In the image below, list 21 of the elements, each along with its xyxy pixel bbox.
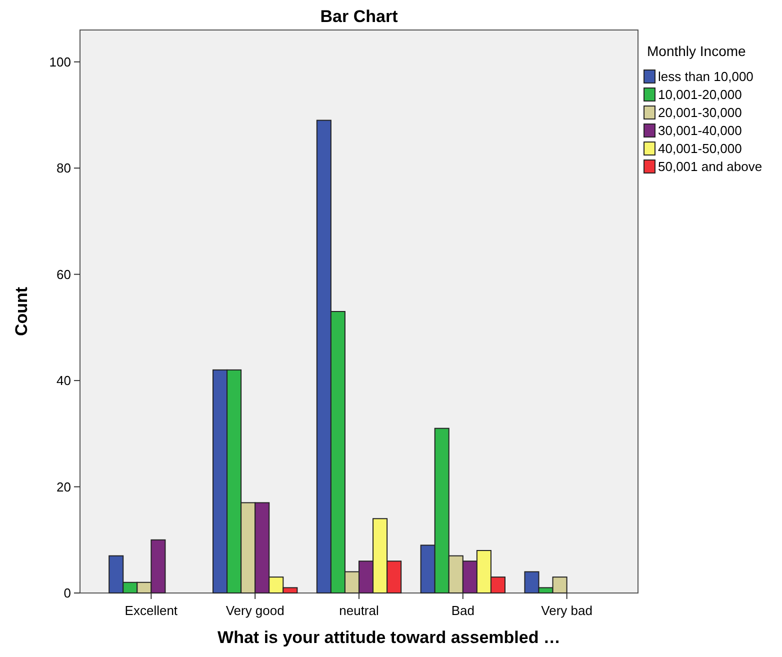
legend-label: less than 10,000 [658, 69, 754, 84]
legend-label: 50,001 and above [658, 159, 762, 174]
legend-title: Monthly Income [647, 43, 746, 59]
x-axis-title: What is your attitude toward assembled … [218, 628, 560, 647]
legend-label: 30,001-40,000 [658, 123, 742, 138]
y-tick-label: 100 [49, 54, 71, 70]
x-tick-label: Excellent [124, 603, 178, 618]
legend-label: 10,001-20,000 [658, 87, 742, 102]
chart-title: Bar Chart [320, 7, 398, 26]
legend-label: 40,001-50,000 [658, 141, 742, 156]
y-tick-label: 60 [56, 266, 71, 282]
y-tick-label: 40 [56, 373, 71, 388]
y-axis-title: Count [12, 286, 31, 336]
x-tick-label: neutral [339, 603, 379, 618]
x-tick-label: Very bad [541, 603, 592, 618]
y-tick-label: 0 [64, 586, 71, 601]
y-tick-label: 20 [56, 479, 71, 494]
x-tick-label: Very good [226, 603, 284, 618]
x-tick-label: Bad [451, 603, 474, 618]
legend-label: 20,001-30,000 [658, 105, 742, 120]
y-tick-label: 80 [56, 160, 71, 176]
